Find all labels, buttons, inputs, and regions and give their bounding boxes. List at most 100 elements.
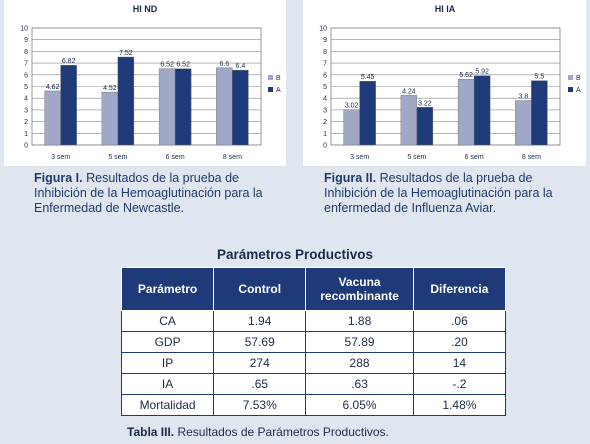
hi-ia-x-tick-label: 6 sem	[465, 154, 484, 161]
hi-nd-legend-label: B	[276, 75, 281, 82]
hi-ia-legend-swatch	[568, 87, 573, 92]
hi-nd-bar-a	[117, 56, 135, 146]
hi-ia-y-tick-label: 8	[323, 49, 327, 56]
hi-ia-data-label: 3.8	[519, 94, 529, 101]
hi-ia-y-tick-label: 10	[319, 26, 327, 33]
hi-nd-legend-label: A	[276, 87, 281, 94]
hi-ia-x-tick-label: 5 sem	[407, 154, 426, 161]
hi-nd-y-tick-label: 8	[24, 49, 28, 56]
table-cell: 1.88	[305, 310, 414, 332]
hi-ia-data-label: 5.62	[459, 72, 473, 79]
hi-ia-y-tick-label: 4	[323, 96, 327, 103]
hi-nd-y-tick-label: 4	[24, 96, 28, 103]
hi-nd-data-label: 6.52	[176, 62, 190, 69]
hi-nd-data-label: 4.62	[46, 84, 60, 91]
hi-ia-bar-b	[457, 79, 475, 146]
hi-nd-data-label: 4.52	[103, 85, 117, 92]
hi-nd-y-tick-label: 6	[24, 72, 28, 79]
hi-nd-y-tick-label: 1	[24, 131, 28, 138]
hi-ia-bar-a	[473, 75, 491, 146]
table-cell: -.2	[412, 373, 507, 395]
table-cell: 7.53%	[213, 394, 307, 416]
hi-nd-y-tick-label: 5	[24, 84, 28, 91]
header-parametro: Parámetro	[120, 267, 215, 311]
table-cell: CA	[120, 310, 215, 332]
table-cell: 6.05%	[305, 394, 414, 416]
hi-nd-chart: HI ND 0 1 2 3 4 5 6 7 8 9 10 4.62 6.82 3 sem 4.52 7.52 5 …	[4, 0, 286, 166]
hi-ia-bar-a	[359, 81, 376, 146]
hi-ia-y-tick-label: 5	[323, 84, 327, 91]
table-cell: IA	[120, 373, 215, 395]
hi-ia-chart-title: HI IA	[435, 4, 456, 14]
hi-ia-chart: HI IA 0 1 2 3 4 5 6 7 8 9 10 3.02 5.45 3 sem 4.24 3.22 5 …	[303, 0, 586, 166]
hi-ia-y-tick-label: 7	[323, 61, 327, 68]
header-vacuna: Vacuna recombinante	[305, 267, 414, 311]
table-row: IA .65 .63 -.2	[120, 373, 507, 395]
hi-nd-bar-b	[101, 91, 119, 146]
table-cell: .65	[213, 373, 307, 395]
figure-2-label: Figura II.	[324, 171, 377, 185]
table-cell: IP	[120, 352, 215, 374]
figure-2-text: Resultados de la prueba de Inhibición de…	[324, 171, 553, 215]
table-row: IP 274 288 14	[120, 352, 507, 374]
hi-nd-data-label: 6.6	[220, 61, 230, 68]
hi-ia-data-label: 3.02	[345, 103, 359, 110]
hi-nd-bar-b	[216, 67, 233, 146]
table-cell: .20	[412, 331, 507, 353]
hi-ia-bar-a	[416, 107, 434, 146]
hi-nd-y-tick-label: 3	[24, 107, 28, 114]
hi-nd-legend-swatch	[268, 75, 273, 80]
hi-ia-legend-label: A	[576, 87, 581, 94]
table-header-row: Parámetro Control Vacuna recombinante Di…	[120, 267, 507, 311]
hi-ia-y-tick-label: 9	[323, 37, 327, 44]
figure-2-caption: Figura II. Resultados de la prueba de In…	[324, 171, 586, 216]
hi-ia-y-tick-label: 3	[323, 107, 327, 114]
table-row: Mortalidad 7.53% 6.05% 1.48%	[120, 394, 507, 416]
table-cell: 57.69	[213, 331, 307, 353]
hi-ia-chart-svg: HI IA 0 1 2 3 4 5 6 7 8 9 10 3.02 5.45 3 sem 4.243.22 5 …	[319, 4, 581, 161]
hi-nd-y-tick-label: 9	[24, 37, 28, 44]
hi-ia-legend-swatch	[568, 75, 573, 80]
table-cell: .63	[305, 373, 414, 395]
table-cell: .06	[412, 310, 507, 332]
hi-ia-data-label: 3.22	[418, 100, 432, 107]
hi-nd-bar-a	[174, 68, 192, 146]
table-cell: 288	[305, 352, 414, 374]
header-control: Control	[213, 267, 307, 311]
hi-ia-bar-b	[343, 109, 360, 146]
hi-nd-y-tick-label: 2	[24, 119, 28, 126]
hi-ia-x-tick-label: 8 sem	[522, 154, 541, 161]
table-cell: 274	[213, 352, 307, 374]
hi-nd-data-label: 6.4	[236, 63, 246, 70]
table-caption-label: Tabla III.	[127, 425, 175, 439]
hi-ia-data-label: 5.45	[361, 74, 375, 81]
hi-nd-x-tick-label: 6 sem	[166, 154, 185, 161]
hi-nd-x-tick-label: 8 sem	[223, 154, 242, 161]
header-diferencia: Diferencia	[412, 267, 507, 311]
hi-ia-data-label: 5.92	[475, 69, 489, 76]
hi-nd-x-tick-label: 5 sem	[108, 154, 127, 161]
figure-1-text: Resultados de la prueba de Inhibición de…	[34, 171, 263, 215]
hi-ia-bar-a	[531, 80, 548, 146]
hi-nd-y-tick-label: 10	[20, 26, 28, 33]
hi-nd-bar-b	[158, 68, 176, 146]
hi-nd-bar-a	[60, 65, 77, 146]
table-caption-text: Resultados de Parámetros Productivos.	[174, 425, 389, 439]
hi-ia-y-tick-label: 2	[323, 119, 327, 126]
hi-ia-y-tick-label: 1	[323, 131, 327, 138]
hi-ia-y-tick-label: 6	[323, 72, 327, 79]
hi-nd-y-tick-label: 0	[24, 143, 28, 150]
hi-nd-bar-b	[44, 90, 61, 146]
table-title: Parámetros Productivos	[216, 247, 374, 262]
hi-nd-y-tick-label: 7	[24, 61, 28, 68]
hi-nd-chart-svg: HI ND 0 1 2 3 4 5 6 7 8 9 10 4.62 6.82 3 sem 4.52 7.52 5 …	[20, 4, 281, 161]
figure-1-label: Figura I.	[34, 171, 83, 185]
hi-ia-bar-b	[400, 95, 418, 146]
table-cell: 57.89	[305, 331, 414, 353]
table-row: GDP 57.69 57.89 .20	[120, 331, 507, 353]
hi-nd-chart-title: HI ND	[133, 4, 158, 14]
hi-nd-bar-a	[232, 69, 249, 146]
hi-ia-data-label: 4.24	[402, 88, 416, 95]
table-cell: 1.48%	[412, 394, 507, 416]
hi-nd-data-label: 6.52	[160, 62, 174, 69]
